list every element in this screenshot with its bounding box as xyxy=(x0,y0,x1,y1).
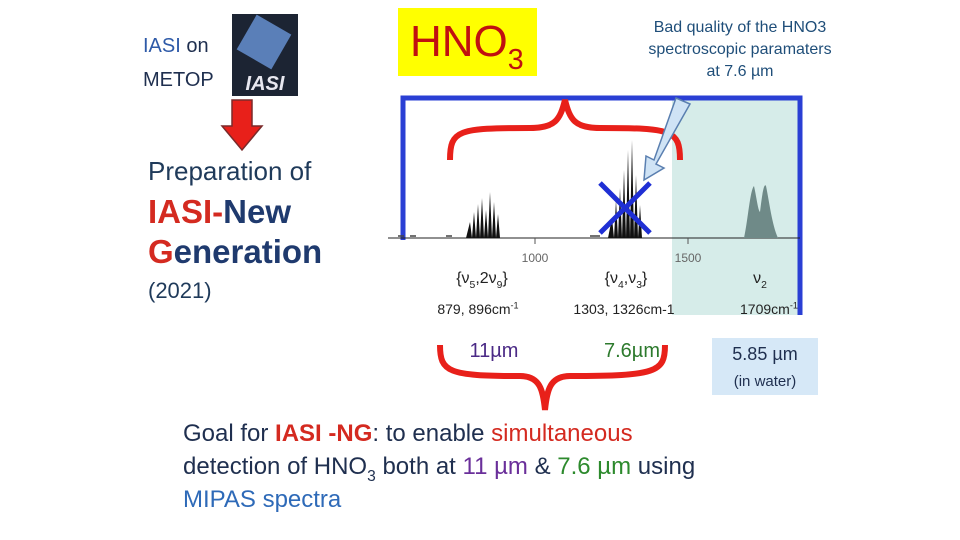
wavelength: 11µm xyxy=(470,340,519,362)
text-run: 11 µm xyxy=(463,453,528,480)
intro: Preparation of xyxy=(148,156,312,186)
text-run: Goal for xyxy=(183,420,275,447)
cross xyxy=(598,181,652,235)
text-run: eneration xyxy=(174,233,323,270)
peak-cluster xyxy=(466,192,500,238)
brace xyxy=(447,99,683,161)
tick-label: 1500 xyxy=(675,251,702,265)
subscript: 2 xyxy=(761,280,767,291)
text-run: IASI- xyxy=(148,193,223,230)
title: IASI-New xyxy=(148,193,291,230)
logo-satellite xyxy=(236,14,292,70)
text-run: on xyxy=(181,35,209,57)
goal-line: MIPAS spectra xyxy=(183,486,342,513)
panel-frame xyxy=(400,95,803,315)
text-run: 7.6 µm xyxy=(557,453,631,480)
text-run: G xyxy=(148,233,174,270)
down-arrow xyxy=(220,99,264,152)
wavelength: 7.6µm xyxy=(604,340,660,362)
satellite-label: IASI on xyxy=(143,35,209,57)
badge xyxy=(398,8,537,76)
text-run: {ν xyxy=(456,270,469,287)
band-label: {ν5,2ν9} xyxy=(456,270,508,291)
text-run: IASI -NG xyxy=(275,420,372,447)
callout-line: spectroscopic paramaters xyxy=(648,41,831,58)
text-run: : to enable xyxy=(372,420,491,447)
logo-text: IASI xyxy=(246,73,285,95)
tick-label: 1000 xyxy=(522,251,549,265)
shaded-region xyxy=(672,100,800,315)
text-run: both at xyxy=(376,453,463,480)
text-run: } xyxy=(502,270,508,287)
superscript: -1 xyxy=(790,300,798,310)
year: (2021) xyxy=(148,278,212,303)
peak-cluster xyxy=(744,185,778,238)
subscript: 3 xyxy=(508,44,524,76)
callout-line: Bad quality of the HNO3 xyxy=(654,19,827,36)
title: Generation xyxy=(148,233,322,270)
subscript: 5 xyxy=(470,280,476,291)
text-run: 1709cm xyxy=(740,301,790,317)
goal-line: detection of HNO3 both at 11 µm & 7.6 µm… xyxy=(183,453,695,485)
text-run: New xyxy=(223,193,291,230)
subscript: 4 xyxy=(618,280,624,291)
wavenumber: 879, 896cm-1 xyxy=(437,300,518,317)
text-run: ,ν xyxy=(624,270,636,287)
text-run: } xyxy=(642,270,648,287)
text-run: ,2ν xyxy=(475,270,496,287)
text-run: MIPAS spectra xyxy=(183,486,342,513)
water-box xyxy=(712,338,818,395)
text-run: 1303, 1326cm-1 xyxy=(573,301,674,317)
superscript: -1 xyxy=(511,300,519,310)
subscript: 3 xyxy=(367,468,376,485)
band-label: ν2 xyxy=(753,270,767,291)
subscript: 3 xyxy=(636,280,642,291)
text-run: & xyxy=(528,453,557,480)
text-run: {ν xyxy=(605,270,618,287)
platform: METOP xyxy=(143,69,214,91)
goal-line: Goal for IASI -NG: to enable simultaneou… xyxy=(183,420,633,447)
callout-line: at 7.6 µm xyxy=(706,63,773,80)
wavelength: 5.85 µm xyxy=(732,344,797,364)
text-run: using xyxy=(631,453,695,480)
text-run: detection of HNO xyxy=(183,453,367,480)
brace xyxy=(437,344,668,411)
text-run: simultaneous xyxy=(491,420,632,447)
band-label: {ν4,ν3} xyxy=(605,270,648,291)
text-run: ν xyxy=(753,270,761,287)
note: (in water) xyxy=(734,373,797,390)
wavenumber: 1303, 1326cm-1 xyxy=(573,301,674,317)
subscript: 9 xyxy=(497,280,503,291)
formula: HNO3 xyxy=(410,17,524,76)
text-run: 879, 896cm xyxy=(437,301,510,317)
wavenumber: 1709cm-1 xyxy=(740,300,798,317)
callout-arrow xyxy=(643,96,692,182)
text-run: IASI xyxy=(143,35,181,57)
text-run: HNO xyxy=(410,17,508,66)
